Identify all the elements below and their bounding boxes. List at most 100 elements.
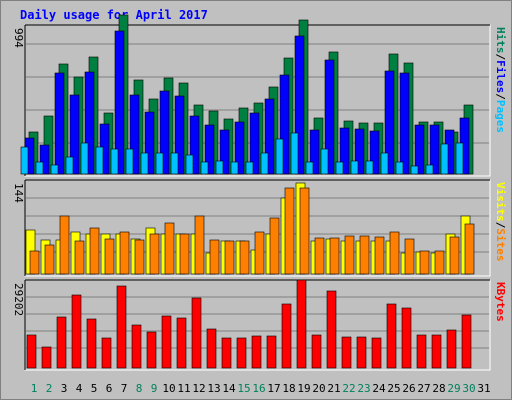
- day-label: 10: [162, 382, 175, 395]
- files-bar: [144, 111, 155, 175]
- kbytes-bar: [146, 331, 157, 369]
- kbytes-bar: [86, 318, 97, 369]
- legend-entry: /: [494, 222, 507, 229]
- series-pages: [20, 132, 464, 175]
- pages-bar: [35, 161, 44, 175]
- sites-bar: [164, 222, 175, 275]
- legend-entry: KBytes: [494, 282, 507, 322]
- files-bar: [324, 59, 335, 175]
- files-bar: [189, 115, 200, 175]
- sites-bar: [344, 235, 355, 275]
- sites-bar: [29, 250, 40, 275]
- pages-bar: [185, 154, 194, 175]
- kbytes-bar: [401, 307, 412, 369]
- legend-entry: /: [494, 54, 507, 61]
- pages-bar: [290, 132, 299, 175]
- files-bar: [249, 112, 260, 175]
- day-label: 1: [31, 382, 38, 395]
- legend-kbytes: KBytes: [494, 282, 507, 322]
- day-label: 26: [402, 382, 415, 395]
- panel-visits_sites: 144 Visits/Sites: [12, 179, 507, 277]
- files-bar: [39, 144, 50, 175]
- pages-bar: [455, 142, 464, 175]
- kbytes-bar: [56, 316, 67, 369]
- sites-bar: [134, 239, 145, 275]
- series-kbytes: [26, 279, 472, 369]
- max-value-label: 994: [12, 28, 25, 48]
- kbytes-bar: [26, 334, 37, 369]
- kbytes-bar: [281, 303, 292, 369]
- kbytes-bar: [251, 335, 262, 369]
- sites-bar: [314, 237, 325, 275]
- pages-bar: [440, 143, 449, 175]
- sites-bar: [89, 227, 100, 275]
- day-label: 9: [151, 382, 158, 395]
- kbytes-bar: [296, 279, 307, 369]
- files-bar: [234, 121, 245, 175]
- legend-entry: Files: [494, 60, 507, 93]
- pages-bar: [305, 161, 314, 175]
- pages-bar: [425, 164, 434, 175]
- kbytes-bar: [101, 337, 112, 369]
- pages-bar: [335, 161, 344, 175]
- day-label: 25: [387, 382, 400, 395]
- panel-kbytes: 29202 KBytes: [12, 279, 507, 371]
- pages-bar: [350, 160, 359, 175]
- pages-bar: [410, 165, 419, 175]
- pages-bar: [155, 152, 164, 175]
- day-label: 3: [61, 382, 68, 395]
- legend-visits_sites: Visits/Sites: [494, 182, 507, 262]
- day-label: 21: [327, 382, 340, 395]
- files-bar: [114, 30, 125, 175]
- pages-bar: [245, 161, 254, 175]
- files-bar: [204, 124, 215, 175]
- kbytes-bar: [386, 303, 397, 369]
- day-label: 24: [372, 382, 386, 395]
- pages-bar: [170, 152, 179, 175]
- sites-bar: [74, 240, 85, 275]
- sites-bar: [209, 239, 220, 275]
- kbytes-bar: [176, 317, 187, 369]
- kbytes-bar: [71, 294, 82, 369]
- day-label: 30: [462, 382, 475, 395]
- day-label: 19: [297, 382, 310, 395]
- day-label: 16: [252, 382, 265, 395]
- files-bar: [129, 94, 140, 175]
- sites-bar: [179, 233, 190, 275]
- files-bar: [414, 124, 425, 175]
- files-bar: [219, 129, 230, 175]
- kbytes-bar: [461, 314, 472, 369]
- pages-bar: [125, 148, 134, 175]
- sites-bar: [449, 236, 460, 275]
- day-label: 27: [417, 382, 430, 395]
- files-bar: [354, 128, 365, 175]
- day-label: 22: [342, 382, 355, 395]
- kbytes-bar: [326, 290, 337, 369]
- kbytes-bar: [191, 297, 202, 369]
- files-bar: [174, 95, 185, 175]
- series-files: [24, 30, 470, 175]
- day-label: 23: [357, 382, 370, 395]
- pages-bar: [95, 146, 104, 175]
- files-bar: [399, 72, 410, 175]
- sites-bar: [404, 238, 415, 275]
- legend-entry: Visits: [494, 182, 507, 222]
- files-bar: [309, 129, 320, 175]
- sites-bar: [284, 187, 295, 275]
- day-label: 29: [447, 382, 460, 395]
- sites-bar: [389, 231, 400, 275]
- day-label: 12: [192, 382, 205, 395]
- sites-bar: [149, 233, 160, 275]
- pages-bar: [320, 148, 329, 175]
- day-label: 28: [432, 382, 445, 395]
- pages-bar: [365, 160, 374, 175]
- day-label: 20: [312, 382, 325, 395]
- day-label: 13: [207, 382, 220, 395]
- kbytes-bar: [341, 336, 352, 369]
- day-label: 18: [282, 382, 295, 395]
- panel-hits_files_pages: 994 Hits/Files/Pages: [12, 14, 507, 177]
- day-label: 6: [106, 382, 113, 395]
- chart-title: Daily usage for April 2017: [20, 8, 208, 22]
- sites-bar: [104, 238, 115, 275]
